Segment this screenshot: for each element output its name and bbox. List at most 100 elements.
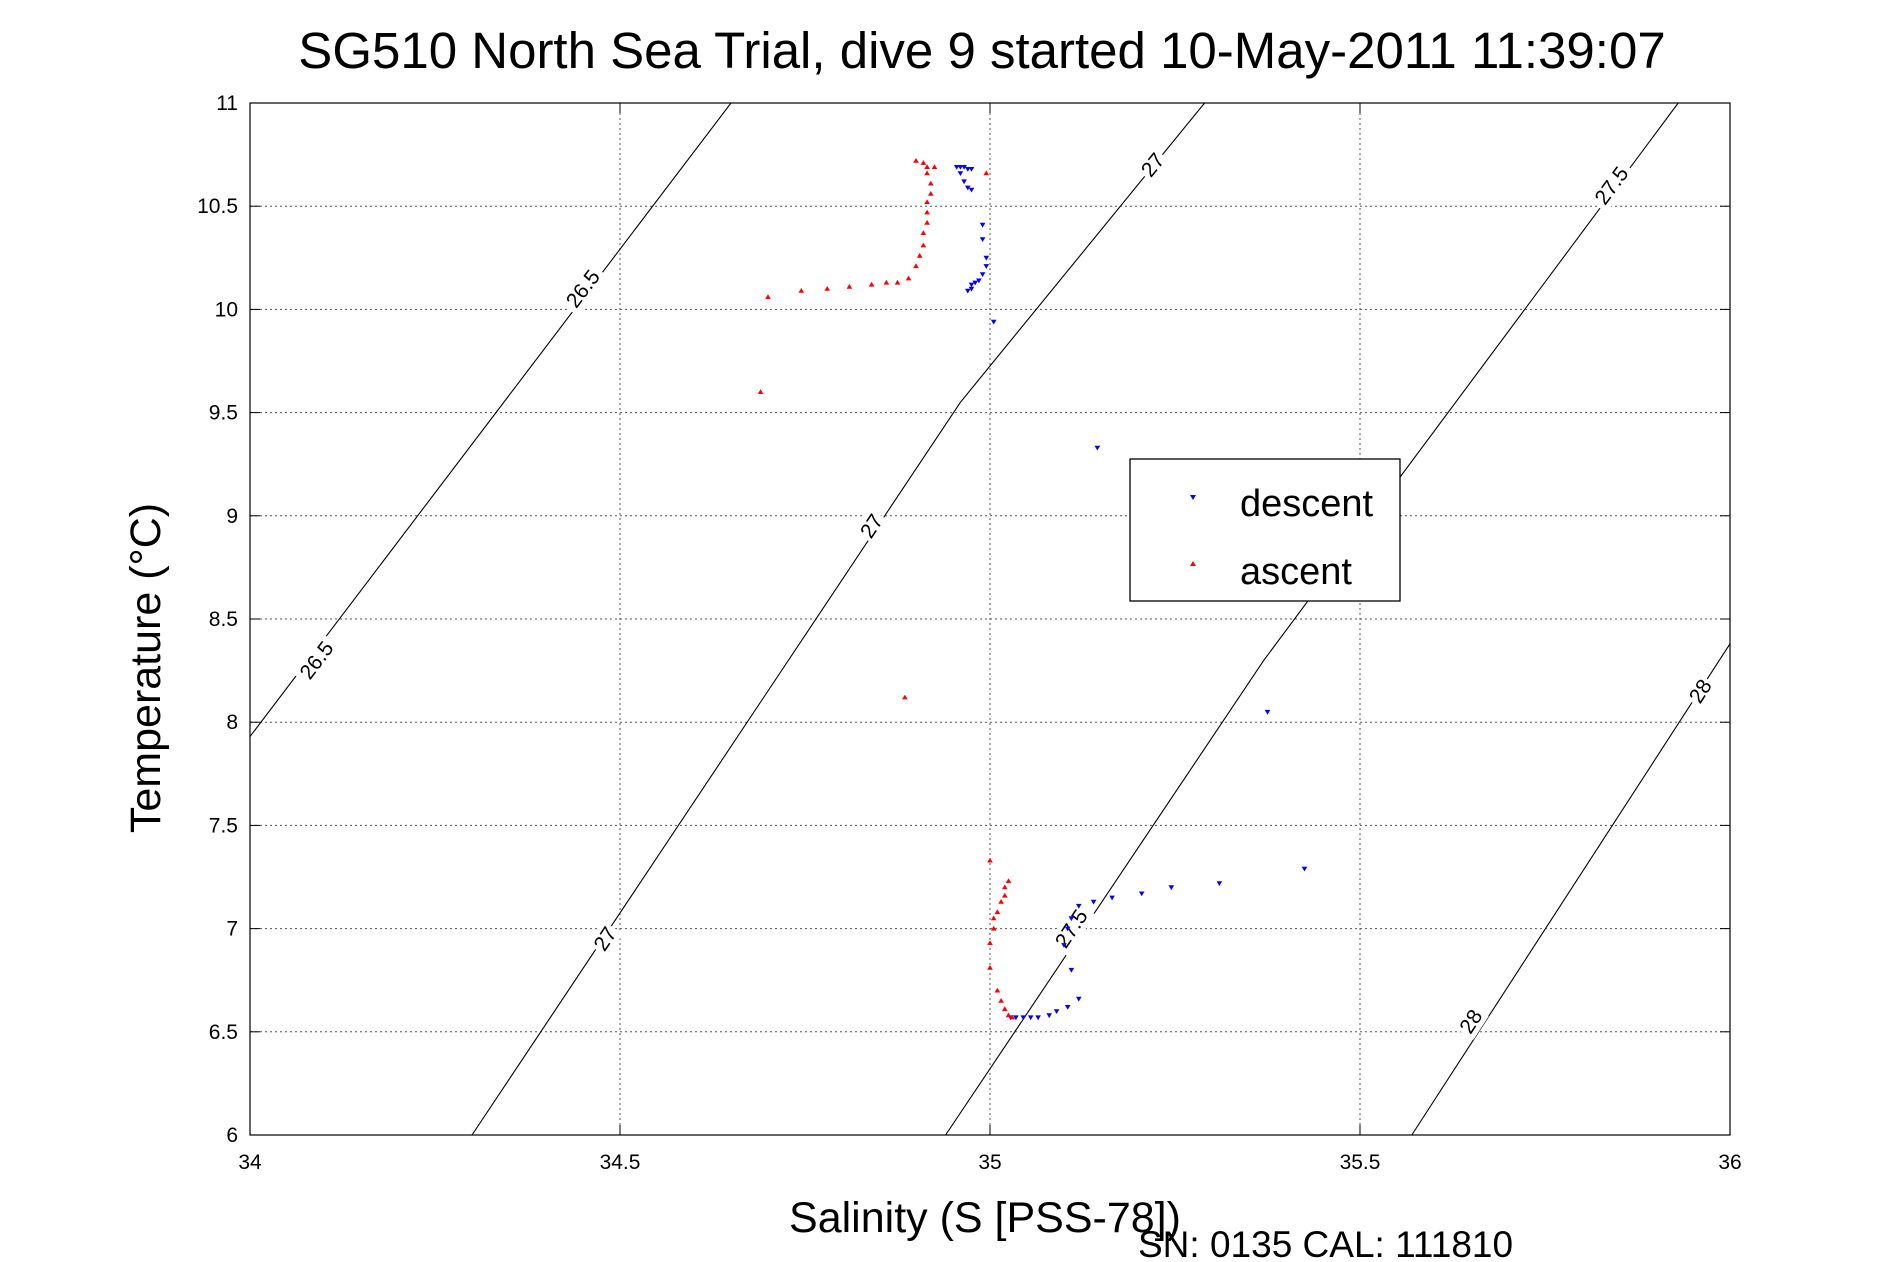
ascent-point xyxy=(987,940,993,945)
contour-label-bg xyxy=(853,507,890,545)
y-tick-label: 6 xyxy=(226,1124,238,1147)
descent-point xyxy=(1027,1015,1034,1021)
descent-point xyxy=(1138,891,1145,897)
descent-point xyxy=(1013,1015,1019,1021)
ascent-point xyxy=(990,915,997,921)
y-tick-label: 7 xyxy=(226,918,238,941)
ascent-point xyxy=(757,389,764,394)
legend-ascent-marker xyxy=(1190,561,1196,566)
ascent-point xyxy=(913,158,919,163)
ascent-point xyxy=(924,209,930,215)
grid-lines xyxy=(250,103,1730,1135)
y-tick-label: 8.5 xyxy=(209,608,238,631)
y-tick-label: 6.5 xyxy=(209,1021,238,1044)
contour-label-bg xyxy=(291,633,342,688)
legend: descent ascent xyxy=(1129,458,1401,602)
ascent-point xyxy=(998,899,1004,904)
descent-point xyxy=(961,179,967,185)
x-axis-label: Salinity (S [PSS-78]) xyxy=(789,1194,1181,1242)
descent-point xyxy=(1094,445,1101,451)
serial-calibration-note: SN: 0135 CAL: 111810 xyxy=(1138,1224,1513,1262)
descent-point xyxy=(957,165,964,170)
descent-point xyxy=(983,264,990,269)
descent-point xyxy=(1061,943,1067,948)
contour-line-26.5 xyxy=(249,102,732,737)
x-tick-label: 34.5 xyxy=(600,1151,641,1174)
axis-ticks xyxy=(249,102,1731,1136)
y-tick-label: 10.5 xyxy=(197,195,238,218)
ascent-point xyxy=(765,294,771,299)
descent-point xyxy=(968,282,975,288)
contour-label-bg xyxy=(1047,901,1096,957)
ascent-point xyxy=(894,279,901,285)
ascent-point xyxy=(924,219,930,225)
descent-point xyxy=(1076,903,1082,909)
descent-point xyxy=(1076,996,1082,1002)
y-tick-label: 9.5 xyxy=(209,402,238,425)
descent-point xyxy=(1109,895,1115,901)
descent-point xyxy=(976,278,982,284)
legend-ascent-label: ascent xyxy=(1240,551,1352,593)
descent-point xyxy=(1168,885,1175,891)
x-tick-label: 35.5 xyxy=(1340,1151,1381,1174)
ascent-point xyxy=(928,180,934,186)
descent-point xyxy=(983,255,990,261)
descent-point xyxy=(979,237,986,242)
ascent-point xyxy=(928,191,934,196)
contour-label-bg xyxy=(558,261,608,316)
descent-point xyxy=(1068,916,1075,922)
ascent-point xyxy=(924,164,930,169)
ascent-point xyxy=(902,694,908,700)
ascent-point xyxy=(987,965,993,970)
ascent-point xyxy=(924,199,930,205)
x-tick-label: 35 xyxy=(978,1151,1001,1174)
descent-point xyxy=(968,187,975,193)
contour-line-28 xyxy=(1411,643,1731,1136)
descent-point xyxy=(1064,926,1071,932)
descent-point xyxy=(1053,1009,1060,1014)
descent-point xyxy=(1090,899,1097,905)
y-tick-label: 8 xyxy=(226,711,238,734)
descent-point xyxy=(965,288,971,294)
descent-point xyxy=(1046,1013,1052,1019)
ascent-point xyxy=(994,987,1001,993)
descent-point xyxy=(968,286,975,292)
descent-point xyxy=(990,319,997,325)
ascent-point xyxy=(1002,892,1008,898)
legend-descent-marker xyxy=(1190,495,1196,500)
descent-point xyxy=(1301,866,1308,872)
ascent-point xyxy=(1002,884,1008,890)
descent-point xyxy=(1020,1015,1027,1021)
descent-point xyxy=(968,167,975,172)
ascent-point xyxy=(1005,878,1012,884)
contour-label-bg xyxy=(1587,158,1637,213)
ascent-point xyxy=(905,275,912,281)
ascent-point xyxy=(920,230,927,235)
descent-point xyxy=(979,272,986,278)
descent-point xyxy=(961,165,967,170)
descent-point xyxy=(972,280,978,286)
legend-box xyxy=(1129,458,1401,602)
ascent-point xyxy=(987,857,993,863)
contour-label-bg xyxy=(1134,146,1171,184)
ascent-point xyxy=(920,160,927,165)
ascent-point xyxy=(883,279,890,285)
descent-point xyxy=(1035,1015,1041,1021)
ascent-point xyxy=(994,909,1001,915)
x-tick-label: 34 xyxy=(238,1151,262,1174)
ascent-point xyxy=(998,998,1004,1003)
ascent-point xyxy=(798,288,805,293)
contour-label-bg xyxy=(1453,1003,1489,1040)
contour-line-27 xyxy=(471,102,1206,1136)
ascent-point xyxy=(1009,1014,1015,1020)
contour-label-bg xyxy=(587,920,623,958)
descent-point xyxy=(1216,881,1223,886)
y-tick-label: 9 xyxy=(226,505,238,528)
ascent-point xyxy=(1002,1006,1008,1012)
descent-point xyxy=(1064,1005,1071,1010)
ascent-point xyxy=(983,170,990,176)
y-tick-label: 10 xyxy=(215,298,238,321)
descent-point xyxy=(1264,709,1271,715)
contour-label-bg xyxy=(1682,672,1719,710)
